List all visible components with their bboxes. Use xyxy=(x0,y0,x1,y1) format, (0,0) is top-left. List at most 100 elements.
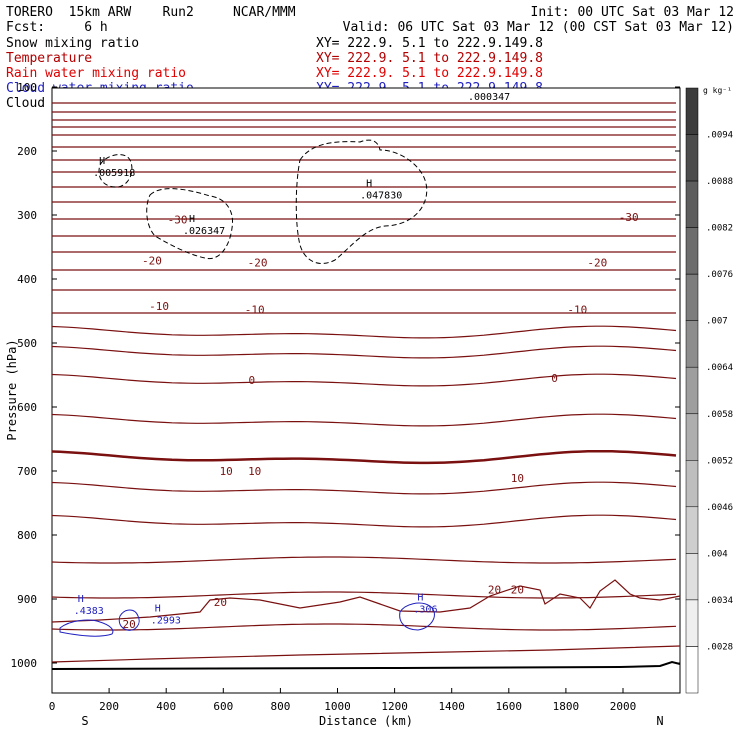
snow-max-marker: H xyxy=(99,156,105,167)
colorbar-segment xyxy=(685,599,699,647)
colorbar-label: .0076 xyxy=(706,270,733,280)
x-tick-label: 1800 xyxy=(553,700,580,713)
isotherm-line xyxy=(51,623,677,631)
x-axis-label: Distance (km) xyxy=(319,714,413,728)
colorbar: .0094 .0088 .0082 .0076 .007 .0064 .0058 .0052.… xyxy=(685,87,733,694)
colorbar-segment xyxy=(685,460,699,508)
colorbar-segment xyxy=(685,180,699,228)
isotherm-line xyxy=(51,514,677,528)
isotherm-line xyxy=(51,449,677,465)
header-left-line1: TORERO 15km ARW Run2 NCAR/MMM xyxy=(6,5,296,20)
isotherm-20-line xyxy=(51,579,681,623)
y-tick-label: 700 xyxy=(17,465,37,478)
field-xy: XY= 222.9. 5.1 to 222.9.149.8 xyxy=(316,36,543,51)
y-tick-label: 500 xyxy=(17,337,37,350)
colorbar-label: .0058 xyxy=(706,410,733,420)
cloud-water-contours xyxy=(59,602,435,637)
temperature-labels: -30 -30 -20 -20 -20 -10 -10 -10 0 0 10 10 10 20 20 20 20 xyxy=(122,211,638,631)
endpoint-south: S xyxy=(81,714,88,728)
snow-max-marker: H xyxy=(189,214,195,225)
cloud-water-max-marker: H xyxy=(417,593,423,604)
isotherm-label: -30 xyxy=(619,211,639,224)
cloud-water-max-marker: H xyxy=(78,594,84,605)
snow-max-value: .026347 xyxy=(183,226,225,237)
isotherm-label: 20 xyxy=(488,583,501,596)
colorbar-label: .0082 xyxy=(706,224,733,234)
field-xy: XY= 222.9. 5.1 to 222.9.149.8 xyxy=(316,66,543,81)
cloud-water-contour xyxy=(118,609,140,631)
isotherm-label: -20 xyxy=(248,256,268,269)
y-tick-label: 1000 xyxy=(11,657,38,670)
snow-max-value: .047830 xyxy=(360,191,402,202)
isotherm-label: 20 xyxy=(214,596,227,609)
isotherm-label: -20 xyxy=(142,254,162,267)
field-xy: XY= 222.9. 5.1 to 222.9.149.8 xyxy=(316,51,543,66)
y-tick-label: 100 xyxy=(17,81,37,94)
colorbar-segment xyxy=(685,646,699,694)
cloud-water-max-value: .306 xyxy=(413,605,437,616)
y-tick-label: 900 xyxy=(17,593,37,606)
isotherm-line xyxy=(51,481,677,495)
colorbar-segment xyxy=(685,413,699,461)
isotherm-line xyxy=(51,345,677,359)
colorbar-segment xyxy=(685,134,699,182)
x-tick-label: 800 xyxy=(270,700,290,713)
snow-contours xyxy=(98,139,428,264)
colorbar-segment xyxy=(685,87,699,135)
isotherm-label: 10 xyxy=(248,465,261,478)
header-init: Init: 00 UTC Sat 03 Mar 12 xyxy=(531,5,735,20)
header-forecast: Fcst: 6 h xyxy=(6,20,108,35)
colorbar-label: .0052 xyxy=(706,456,733,466)
colorbar-label: .007 xyxy=(706,317,728,327)
colorbar-label: .0064 xyxy=(706,363,733,373)
colorbar-unit: g kg⁻¹ xyxy=(703,86,732,95)
snow-contour xyxy=(98,154,133,188)
isotherm-line xyxy=(51,373,677,387)
isotherm-label: -10 xyxy=(149,300,169,313)
y-tick-label: 400 xyxy=(17,273,37,286)
isotherm-near-surface xyxy=(51,645,681,663)
isotherm-line xyxy=(51,325,677,339)
x-tick-label: 1400 xyxy=(438,700,465,713)
terrain-line xyxy=(51,660,681,670)
cloud-water-max-marker: H xyxy=(155,603,161,614)
surface-line xyxy=(51,660,681,670)
colorbar-segment xyxy=(685,506,699,554)
x-tick-label: 1600 xyxy=(496,700,523,713)
x-axis: 0 200 400 600 800 1000 1200 1400 1600 1800 2000 xyxy=(49,688,637,713)
header-valid: Valid: 06 UTC Sat 03 Mar 12 (00 CST Sat … xyxy=(343,20,734,35)
colorbar-segment xyxy=(685,553,699,601)
y-tick-label: 200 xyxy=(17,145,37,158)
y-tick-label: 800 xyxy=(17,529,37,542)
field-label: Temperature xyxy=(6,51,92,66)
cloud-water-max-value: .4383 xyxy=(74,606,104,617)
colorbar-label: .0094 xyxy=(706,131,733,141)
x-tick-label: 600 xyxy=(213,700,233,713)
y-axis-label: Pressure (hPa) xyxy=(5,339,19,440)
isotherm-label: -10 xyxy=(567,304,587,317)
isotherm-label: 20 xyxy=(122,618,135,631)
x-tick-label: 0 xyxy=(49,700,56,713)
isotherm-label: 0 xyxy=(248,374,255,387)
field-label: Rain water mixing ratio xyxy=(6,66,186,81)
x-tick-label: 1200 xyxy=(381,700,408,713)
cloud-water-contour xyxy=(59,619,114,637)
snow-contour xyxy=(146,188,234,260)
colorbar-label: .0028 xyxy=(706,643,733,653)
x-tick-label: 400 xyxy=(156,700,176,713)
overlap-value: .000347 xyxy=(468,92,510,103)
isotherm-label: -30 xyxy=(168,214,188,227)
colorbar-segment xyxy=(685,320,699,368)
cloud-water-max-value: .2993 xyxy=(151,615,181,626)
x-tick-label: 200 xyxy=(99,700,119,713)
y-tick-label: 600 xyxy=(17,401,37,414)
x-tick-label: 1000 xyxy=(324,700,351,713)
y-tick-label: 300 xyxy=(17,209,37,222)
isotherm-line xyxy=(51,413,677,427)
isotherm-label: 20 xyxy=(511,583,524,596)
x-tick-label: 2000 xyxy=(610,700,637,713)
snow-max-marker: H xyxy=(366,179,372,190)
